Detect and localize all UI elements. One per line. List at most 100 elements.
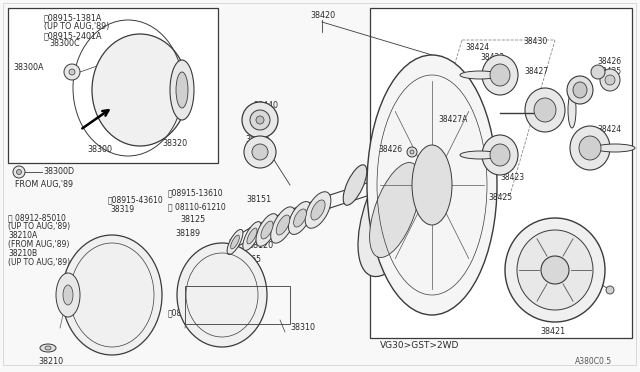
Text: 38154: 38154 bbox=[258, 228, 283, 237]
Ellipse shape bbox=[244, 136, 276, 168]
Text: 38310A: 38310A bbox=[200, 291, 230, 299]
Ellipse shape bbox=[243, 222, 261, 250]
Bar bbox=[185, 286, 290, 324]
Text: 38300: 38300 bbox=[88, 145, 113, 154]
Ellipse shape bbox=[271, 207, 295, 243]
Ellipse shape bbox=[358, 144, 432, 276]
Ellipse shape bbox=[294, 209, 307, 227]
Ellipse shape bbox=[252, 144, 268, 160]
Ellipse shape bbox=[343, 165, 367, 205]
Ellipse shape bbox=[227, 230, 243, 254]
Ellipse shape bbox=[407, 147, 417, 157]
Text: 38210A: 38210A bbox=[8, 231, 37, 241]
Ellipse shape bbox=[64, 64, 80, 80]
Ellipse shape bbox=[276, 215, 290, 235]
Ellipse shape bbox=[505, 218, 605, 322]
Ellipse shape bbox=[242, 102, 278, 138]
Text: 38120: 38120 bbox=[248, 241, 273, 250]
Text: A380C0.5: A380C0.5 bbox=[575, 357, 612, 366]
Text: 38189: 38189 bbox=[175, 228, 200, 237]
Text: 38165: 38165 bbox=[236, 254, 261, 263]
Text: 38423: 38423 bbox=[480, 54, 504, 62]
Ellipse shape bbox=[534, 98, 556, 122]
Ellipse shape bbox=[256, 214, 278, 246]
Ellipse shape bbox=[482, 135, 518, 175]
Text: (UP TO AUG,'89): (UP TO AUG,'89) bbox=[8, 259, 70, 267]
Ellipse shape bbox=[412, 145, 452, 225]
Ellipse shape bbox=[177, 243, 267, 347]
Ellipse shape bbox=[541, 256, 569, 284]
Text: 38151: 38151 bbox=[246, 196, 271, 205]
Ellipse shape bbox=[176, 72, 188, 108]
Text: 38320: 38320 bbox=[162, 138, 187, 148]
Text: 38210: 38210 bbox=[38, 357, 63, 366]
Ellipse shape bbox=[40, 344, 56, 352]
Text: (UP TO AUG,'89): (UP TO AUG,'89) bbox=[8, 222, 70, 231]
Text: 38430: 38430 bbox=[523, 38, 547, 46]
Ellipse shape bbox=[525, 88, 565, 132]
Ellipse shape bbox=[591, 65, 605, 79]
Ellipse shape bbox=[460, 151, 500, 159]
Text: Ⓥ08915-1381A: Ⓥ08915-1381A bbox=[44, 13, 102, 22]
Text: Ⓥ08915-13610: Ⓥ08915-13610 bbox=[168, 189, 223, 198]
Ellipse shape bbox=[573, 82, 587, 98]
Text: 38140: 38140 bbox=[195, 273, 220, 282]
Ellipse shape bbox=[482, 55, 518, 95]
Bar bbox=[370, 8, 632, 338]
Ellipse shape bbox=[605, 75, 615, 85]
Ellipse shape bbox=[305, 192, 331, 228]
Ellipse shape bbox=[289, 202, 312, 234]
Ellipse shape bbox=[490, 144, 510, 166]
Text: 38440: 38440 bbox=[253, 100, 278, 109]
Text: FROM AUG,'89: FROM AUG,'89 bbox=[15, 180, 73, 189]
Text: 38420: 38420 bbox=[310, 10, 335, 19]
Ellipse shape bbox=[261, 221, 273, 239]
Text: 38423: 38423 bbox=[500, 173, 524, 183]
Ellipse shape bbox=[63, 285, 73, 305]
Ellipse shape bbox=[606, 286, 614, 294]
Ellipse shape bbox=[410, 150, 414, 154]
Ellipse shape bbox=[247, 228, 257, 244]
Ellipse shape bbox=[230, 235, 239, 249]
Ellipse shape bbox=[250, 110, 270, 130]
Text: Ⓥ08915-2401A: Ⓥ08915-2401A bbox=[44, 32, 102, 41]
Ellipse shape bbox=[570, 126, 610, 170]
Text: Ⓝ 08912-85010: Ⓝ 08912-85010 bbox=[8, 214, 66, 222]
Text: 38300D: 38300D bbox=[43, 167, 74, 176]
Text: 38424: 38424 bbox=[465, 44, 489, 52]
Text: (UP TO AUG,'89): (UP TO AUG,'89) bbox=[44, 22, 109, 32]
Ellipse shape bbox=[17, 170, 22, 174]
Ellipse shape bbox=[460, 71, 500, 79]
Text: (FROM AUG,'89): (FROM AUG,'89) bbox=[8, 241, 69, 250]
Text: 38125: 38125 bbox=[180, 215, 205, 224]
Ellipse shape bbox=[170, 60, 194, 120]
Text: 38425: 38425 bbox=[488, 193, 512, 202]
Ellipse shape bbox=[367, 55, 497, 315]
Ellipse shape bbox=[568, 92, 576, 128]
Text: 38210B: 38210B bbox=[8, 250, 37, 259]
Text: Ⓥ08915-14210: Ⓥ08915-14210 bbox=[168, 308, 223, 317]
Text: 38300C: 38300C bbox=[49, 39, 79, 48]
Text: Ⓥ08915-43610: Ⓥ08915-43610 bbox=[108, 196, 164, 205]
Ellipse shape bbox=[311, 200, 325, 220]
Ellipse shape bbox=[56, 273, 80, 317]
Text: 38102: 38102 bbox=[575, 244, 600, 253]
Ellipse shape bbox=[490, 64, 510, 86]
Ellipse shape bbox=[369, 163, 420, 257]
Ellipse shape bbox=[579, 136, 601, 160]
Text: VG30>GST>2WD: VG30>GST>2WD bbox=[380, 340, 460, 350]
Text: 38424: 38424 bbox=[597, 125, 621, 135]
Text: Ⓑ 08110-61210: Ⓑ 08110-61210 bbox=[168, 202, 226, 212]
Text: 38300A: 38300A bbox=[13, 64, 44, 73]
Text: 38100: 38100 bbox=[408, 211, 433, 219]
Ellipse shape bbox=[45, 346, 51, 350]
Ellipse shape bbox=[62, 235, 162, 355]
Text: 38427A: 38427A bbox=[438, 115, 467, 125]
Text: 38316: 38316 bbox=[245, 135, 270, 144]
Bar bbox=[8, 8, 218, 163]
Ellipse shape bbox=[600, 69, 620, 91]
Text: 38426: 38426 bbox=[597, 58, 621, 67]
Ellipse shape bbox=[69, 69, 75, 75]
Text: 38427: 38427 bbox=[524, 67, 548, 77]
Ellipse shape bbox=[517, 230, 593, 310]
